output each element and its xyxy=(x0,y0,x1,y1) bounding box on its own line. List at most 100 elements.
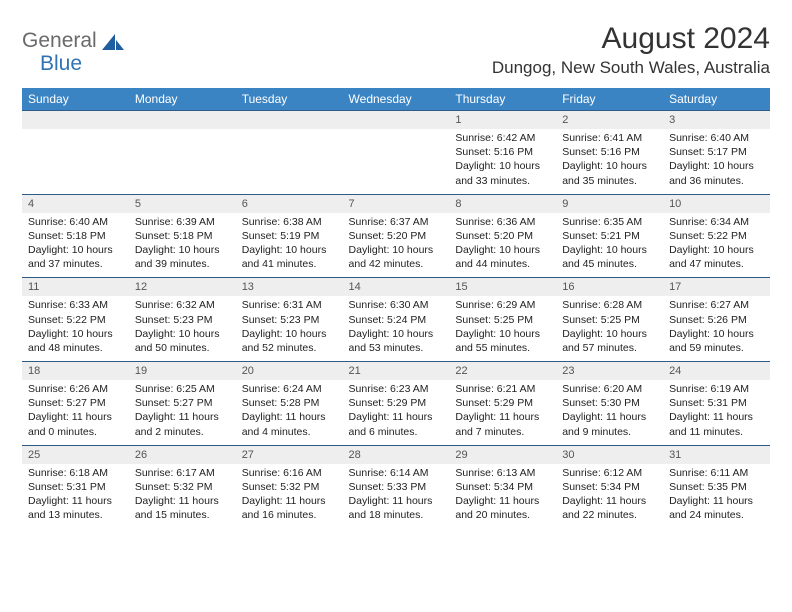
sunset: Sunset: 5:28 PM xyxy=(242,396,337,410)
daynum-row: 25262728293031 xyxy=(22,445,770,464)
daylight-line1: Daylight: 11 hours xyxy=(349,410,444,424)
sunrise: Sunrise: 6:32 AM xyxy=(135,298,230,312)
day-number: 2 xyxy=(556,111,663,130)
daylight-line2: and 18 minutes. xyxy=(349,508,444,522)
sunset: Sunset: 5:35 PM xyxy=(669,480,764,494)
content-row: Sunrise: 6:40 AMSunset: 5:18 PMDaylight:… xyxy=(22,213,770,278)
day-number: 9 xyxy=(556,194,663,213)
day-number: 12 xyxy=(129,278,236,297)
sunset: Sunset: 5:22 PM xyxy=(669,229,764,243)
sunrise: Sunrise: 6:24 AM xyxy=(242,382,337,396)
day-cell: Sunrise: 6:27 AMSunset: 5:26 PMDaylight:… xyxy=(663,296,770,361)
brand-part2: Blue xyxy=(22,53,124,74)
sunrise: Sunrise: 6:38 AM xyxy=(242,215,337,229)
daylight-line1: Daylight: 11 hours xyxy=(242,410,337,424)
day-cell: Sunrise: 6:28 AMSunset: 5:25 PMDaylight:… xyxy=(556,296,663,361)
sunset: Sunset: 5:23 PM xyxy=(135,313,230,327)
sunset: Sunset: 5:22 PM xyxy=(28,313,123,327)
sunrise: Sunrise: 6:23 AM xyxy=(349,382,444,396)
weekday-header: Saturday xyxy=(663,88,770,111)
daylight-line2: and 20 minutes. xyxy=(455,508,550,522)
content-row: Sunrise: 6:42 AMSunset: 5:16 PMDaylight:… xyxy=(22,129,770,194)
sunrise: Sunrise: 6:42 AM xyxy=(455,131,550,145)
sunset: Sunset: 5:18 PM xyxy=(28,229,123,243)
day-cell: Sunrise: 6:12 AMSunset: 5:34 PMDaylight:… xyxy=(556,464,663,529)
sunrise: Sunrise: 6:16 AM xyxy=(242,466,337,480)
day-cell: Sunrise: 6:23 AMSunset: 5:29 PMDaylight:… xyxy=(343,380,450,445)
day-number: 27 xyxy=(236,445,343,464)
daylight-line2: and 53 minutes. xyxy=(349,341,444,355)
daylight-line1: Daylight: 10 hours xyxy=(562,159,657,173)
sunrise: Sunrise: 6:33 AM xyxy=(28,298,123,312)
sunset: Sunset: 5:23 PM xyxy=(242,313,337,327)
day-cell: Sunrise: 6:26 AMSunset: 5:27 PMDaylight:… xyxy=(22,380,129,445)
sunrise: Sunrise: 6:28 AM xyxy=(562,298,657,312)
day-number: 6 xyxy=(236,194,343,213)
daylight-line1: Daylight: 10 hours xyxy=(242,243,337,257)
daylight-line1: Daylight: 10 hours xyxy=(135,243,230,257)
day-number: 5 xyxy=(129,194,236,213)
day-cell xyxy=(236,129,343,194)
day-number: 18 xyxy=(22,362,129,381)
day-cell: Sunrise: 6:42 AMSunset: 5:16 PMDaylight:… xyxy=(449,129,556,194)
content-row: Sunrise: 6:33 AMSunset: 5:22 PM Daylight:… xyxy=(22,296,770,361)
sunset: Sunset: 5:20 PM xyxy=(349,229,444,243)
daylight-line2: and 59 minutes. xyxy=(669,341,764,355)
day-number: 25 xyxy=(22,445,129,464)
weekday-header-row: Sunday Monday Tuesday Wednesday Thursday… xyxy=(22,88,770,111)
day-number: 24 xyxy=(663,362,770,381)
sunset: Sunset: 5:24 PM xyxy=(349,313,444,327)
day-cell: Sunrise: 6:21 AMSunset: 5:29 PMDaylight:… xyxy=(449,380,556,445)
day-number: 28 xyxy=(343,445,450,464)
sunset: Sunset: 5:20 PM xyxy=(455,229,550,243)
daylight-line1: Daylight: 10 hours xyxy=(349,327,444,341)
daylight-line2: and 42 minutes. xyxy=(349,257,444,271)
sunrise: Sunrise: 6:14 AM xyxy=(349,466,444,480)
day-number: 26 xyxy=(129,445,236,464)
sunrise: Sunrise: 6:25 AM xyxy=(135,382,230,396)
sunset: Sunset: 5:30 PM xyxy=(562,396,657,410)
day-number: 1 xyxy=(449,111,556,130)
weekday-header: Wednesday xyxy=(343,88,450,111)
sunset: Sunset: 5:21 PM xyxy=(562,229,657,243)
day-number: 17 xyxy=(663,278,770,297)
daylight-line1: Daylight: 10 hours xyxy=(135,327,230,341)
day-cell: Sunrise: 6:32 AMSunset: 5:23 PMDaylight:… xyxy=(129,296,236,361)
calendar-table: Sunday Monday Tuesday Wednesday Thursday… xyxy=(22,88,770,528)
daylight-line1: Daylight: 11 hours xyxy=(562,494,657,508)
day-number: 8 xyxy=(449,194,556,213)
daylight-line2: and 41 minutes. xyxy=(242,257,337,271)
daylight-line2: and 15 minutes. xyxy=(135,508,230,522)
day-number: 20 xyxy=(236,362,343,381)
day-cell xyxy=(22,129,129,194)
day-cell: Sunrise: 6:24 AMSunset: 5:28 PMDaylight:… xyxy=(236,380,343,445)
day-number xyxy=(129,111,236,130)
daylight-line2: and 0 minutes. xyxy=(28,425,123,439)
day-cell: Sunrise: 6:18 AMSunset: 5:31 PMDaylight:… xyxy=(22,464,129,529)
sunrise: Sunrise: 6:20 AM xyxy=(562,382,657,396)
weekday-header: Sunday xyxy=(22,88,129,111)
daylight-line1: Daylight: 10 hours xyxy=(562,243,657,257)
sunset: Sunset: 5:16 PM xyxy=(455,145,550,159)
daylight-line1: Daylight: 10 hours xyxy=(455,159,550,173)
day-number: 3 xyxy=(663,111,770,130)
day-number: 21 xyxy=(343,362,450,381)
daylight-line2: and 4 minutes. xyxy=(242,425,337,439)
day-number: 22 xyxy=(449,362,556,381)
day-number: 4 xyxy=(22,194,129,213)
sunset: Sunset: 5:32 PM xyxy=(135,480,230,494)
sunset: Sunset: 5:31 PM xyxy=(28,480,123,494)
daylight-line1: Daylight: 11 hours xyxy=(28,410,123,424)
sunrise: Sunrise: 6:37 AM xyxy=(349,215,444,229)
day-number: 7 xyxy=(343,194,450,213)
daylight-line2: and 22 minutes. xyxy=(562,508,657,522)
day-cell: Sunrise: 6:31 AMSunset: 5:23 PMDaylight:… xyxy=(236,296,343,361)
daylight-line2: and 44 minutes. xyxy=(455,257,550,271)
day-cell: Sunrise: 6:41 AMSunset: 5:16 PMDaylight:… xyxy=(556,129,663,194)
daynum-row: 18192021222324 xyxy=(22,362,770,381)
daylight-line1: Daylight: 11 hours xyxy=(455,410,550,424)
content-row: Sunrise: 6:18 AMSunset: 5:31 PMDaylight:… xyxy=(22,464,770,529)
sunset: Sunset: 5:34 PM xyxy=(562,480,657,494)
daylight-line1: Daylight: 10 hours xyxy=(242,327,337,341)
daylight-line1: Daylight: 11 hours xyxy=(455,494,550,508)
